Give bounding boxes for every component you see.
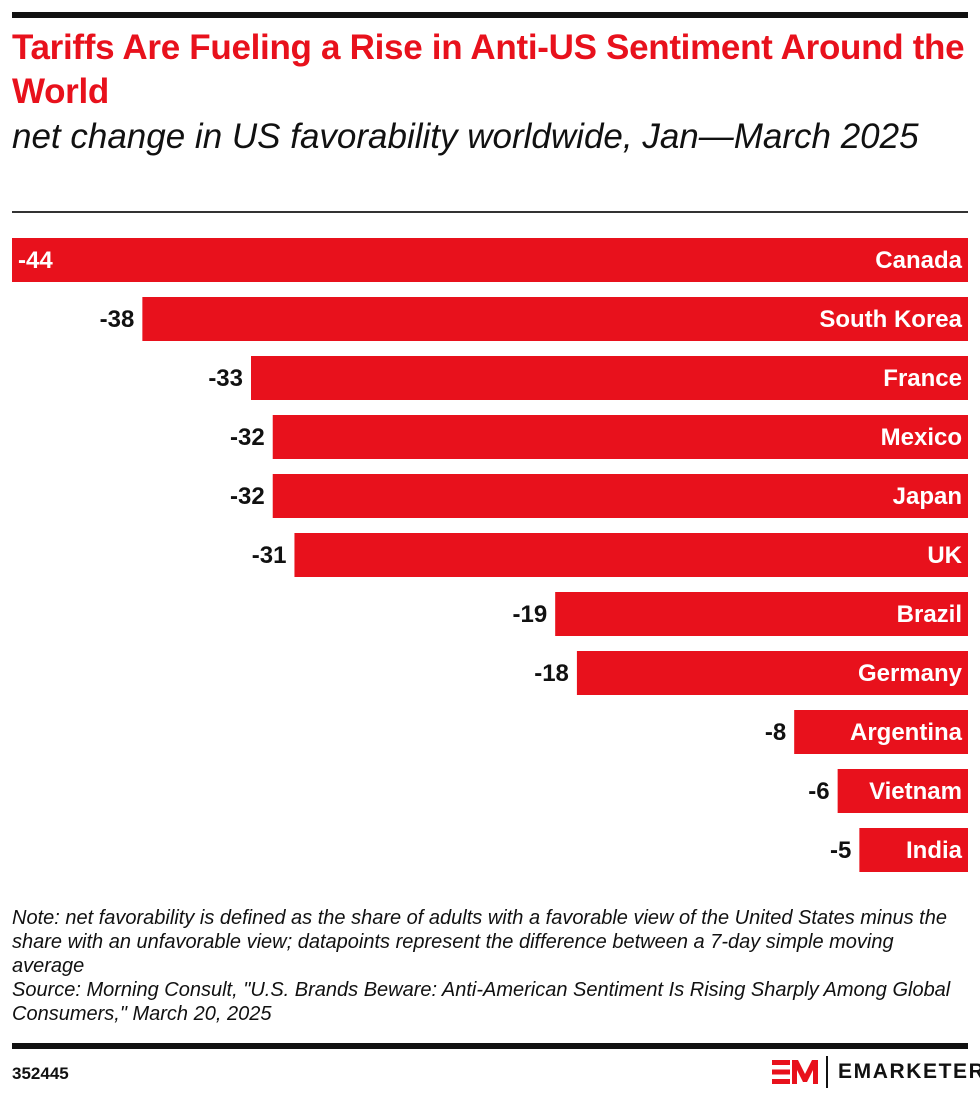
value-label: -32 [230, 424, 265, 451]
em-logo-icon [772, 1060, 818, 1084]
bar-south-korea [142, 297, 968, 341]
bar-india [859, 828, 968, 872]
category-label: UK [927, 542, 962, 569]
value-label: -38 [100, 306, 135, 333]
category-label: Argentina [850, 719, 963, 746]
category-label: Germany [858, 660, 963, 687]
category-label: Mexico [881, 424, 962, 451]
value-label: -18 [534, 660, 569, 687]
category-label: South Korea [819, 306, 962, 333]
category-label: India [906, 837, 963, 864]
bar-france [251, 356, 968, 400]
value-label: -5 [830, 837, 851, 864]
chart-title: Tariffs Are Fueling a Rise in Anti-US Se… [12, 28, 965, 111]
bar-japan [272, 474, 968, 518]
value-label: -32 [230, 483, 265, 510]
bar-uk [294, 533, 968, 577]
value-label: -19 [512, 601, 547, 628]
bar-germany [576, 651, 968, 695]
chart-footnote: Note: net favorability is defined as the… [12, 906, 968, 1026]
note-text: Note: net favorability is defined as the… [12, 907, 947, 977]
bar-chart: Canada -44 South Korea -38 France -33 Mexico -3… [12, 238, 968, 872]
header-divider [12, 211, 968, 213]
chart-id: 352445 [12, 1064, 69, 1083]
bar-brazil [555, 592, 968, 636]
chart-subtitle: net change in US favorability worldwide,… [12, 117, 919, 156]
value-label: -44 [18, 247, 53, 274]
bar-vietnam [837, 769, 968, 813]
value-label: -8 [765, 719, 786, 746]
bar-mexico [272, 415, 968, 459]
bar-canada [12, 238, 968, 282]
value-label: -33 [208, 365, 243, 392]
value-label: -6 [808, 778, 829, 805]
brand-name: EMARKETER [838, 1060, 980, 1083]
category-label: Brazil [897, 601, 962, 628]
emarketer-logo: EMARKETER [772, 1056, 980, 1088]
logo-separator [826, 1056, 828, 1088]
category-label: Vietnam [869, 778, 962, 805]
category-label: Canada [875, 247, 962, 274]
top-rule [12, 12, 968, 18]
category-label: France [883, 365, 962, 392]
bottom-rule [12, 1043, 968, 1049]
source-text: Source: Morning Consult, "U.S. Brands Be… [12, 979, 951, 1025]
bar-argentina [794, 710, 968, 754]
category-label: Japan [893, 483, 962, 510]
value-label: -31 [252, 542, 287, 569]
